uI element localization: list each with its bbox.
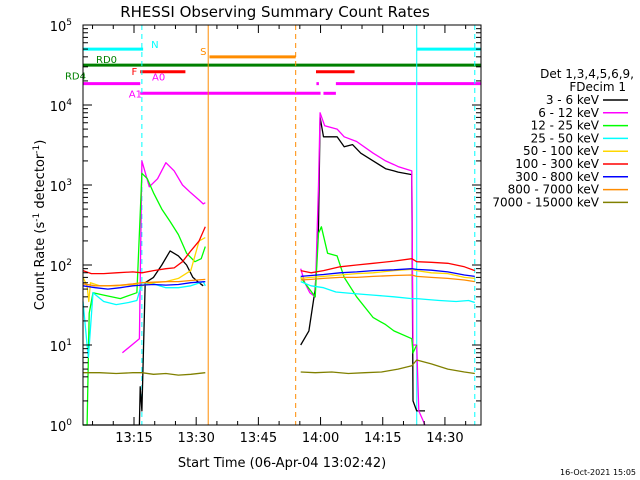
series-line-segment — [83, 172, 206, 426]
series-line-segment — [300, 116, 425, 412]
x-axis-ticks: 13:15 13:30 13:45 14:00 14:15 14:30 — [92, 25, 467, 446]
series-line-segment — [83, 250, 204, 426]
series-line-segment — [82, 226, 206, 275]
series-line-segment — [83, 372, 206, 376]
y-tick-label: 105 — [50, 18, 72, 35]
legend-label-50-100-kev: 50 - 100 keV — [523, 144, 600, 158]
y-tick-label: 102 — [50, 258, 72, 275]
series-line-segment — [82, 280, 206, 290]
legend-header-fdecim: FDecim 1 — [569, 80, 626, 94]
series-line-segment — [300, 258, 476, 274]
plot-frame — [82, 24, 482, 426]
legend-header-detectors: Det 1,3,4,5,6,9, — [540, 67, 634, 81]
flag-label-n: N — [151, 40, 158, 51]
x-axis-label: Start Time (06-Apr-04 13:02:42) — [178, 456, 386, 471]
x-tick-label: 14:15 — [364, 431, 401, 446]
legend-label-3-6-kev: 3 - 6 keV — [546, 93, 600, 107]
legend-label-800-7000-kev: 800 - 7000 keV — [508, 183, 600, 197]
y-tick-label: 101 — [50, 338, 72, 355]
series-800-7000-kev — [82, 274, 475, 287]
series-line-segment — [300, 268, 475, 278]
flag-label-rd0: RD0 — [96, 55, 117, 66]
series-line-segment — [82, 278, 206, 287]
series-100-300-kev — [82, 226, 476, 275]
chart-title: RHESSI Observing Summary Count Rates — [120, 3, 430, 21]
series-lines — [82, 112, 476, 426]
flag-label-s: S — [200, 47, 206, 58]
y-axis-ticks: 100 101 102 103 104 105 — [50, 18, 481, 435]
y-axis-label-end: ) — [33, 140, 48, 145]
x-tick-label: 14:00 — [302, 431, 339, 446]
x-tick-label: 13:15 — [115, 431, 152, 446]
series-line-segment — [300, 274, 475, 283]
flag-label-a1: A1 — [129, 89, 142, 100]
series-25-50-kev — [82, 280, 475, 359]
y-tick-label: 103 — [50, 178, 72, 195]
x-tick-label: 13:30 — [177, 431, 214, 446]
flag-bars: N S F RD0 RD4 A0 A1 — [65, 40, 481, 100]
series-300-800-kev — [82, 268, 475, 290]
x-tick-label: 14:30 — [426, 431, 463, 446]
timestamp: 16-Oct-2021 15:05 — [560, 468, 636, 477]
x-tick-label: 13:45 — [240, 431, 277, 446]
flag-label-a0: A0 — [152, 73, 165, 84]
series-line-segment — [300, 359, 475, 375]
y-axis-label-sup1: -1 — [32, 213, 42, 222]
legend-label-300-800-kev: 300 - 800 keV — [515, 170, 599, 184]
flag-label-rd4: RD4 — [65, 71, 86, 82]
y-axis-label-main: Count Rate (s — [33, 222, 48, 311]
series-7000-15000-kev — [83, 359, 475, 376]
series-3-6-kev — [83, 116, 425, 426]
legend-label-6-12-kev: 6 - 12 keV — [538, 106, 600, 120]
y-axis-label-mid: detector — [33, 153, 48, 213]
y-axis-label: Count Rate (s-1 detector-1) — [32, 140, 48, 311]
series-line-segment — [300, 268, 475, 280]
legend-label-7000-15000-kev: 7000 - 15000 keV — [492, 195, 599, 209]
legend-label-12-25-kev: 12 - 25 keV — [531, 119, 600, 133]
series-line-segment — [300, 280, 475, 304]
y-tick-label: 104 — [50, 98, 73, 115]
flag-label-f: F — [131, 67, 137, 78]
legend-label-100-300-kev: 100 - 300 keV — [515, 157, 599, 171]
y-axis-label-sup2: -1 — [32, 145, 42, 154]
series-12-25-kev — [83, 172, 418, 426]
series-line-segment — [82, 280, 206, 359]
series-line-segment — [300, 226, 418, 354]
y-tick-label: 100 — [50, 418, 73, 435]
legend-label-25-50-kev: 25 - 50 keV — [531, 131, 600, 145]
